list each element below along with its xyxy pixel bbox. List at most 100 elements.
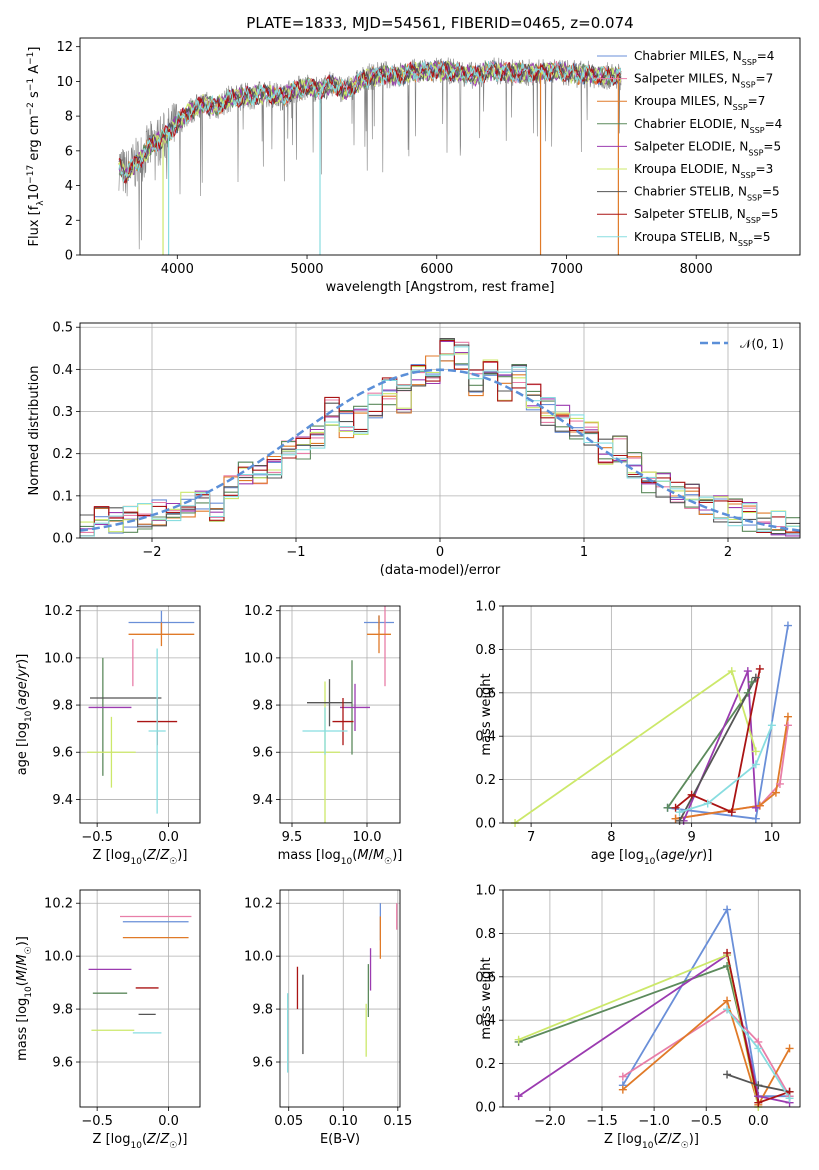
weight-point [723,948,732,957]
axes-frame [279,889,401,1108]
weight-point [754,1098,763,1107]
tick-label-y: 9.8 [52,1003,73,1018]
tick-label-x: 8000 [680,262,713,277]
legend-entry: Kroupa STELIB, NSSP=5 [634,230,771,248]
tick-label-y: 0.3 [52,405,73,420]
plot-area-age_vs_mass [302,606,394,823]
plot-area-weight_vs_age [514,625,789,823]
tick-label-x: −2 [142,545,161,560]
tick-label-x: 9.5 [282,830,303,845]
weight-line [622,906,790,1098]
plot-area-spectrum [118,57,622,255]
tick-label-y: 0.0 [52,532,73,547]
tick-label-y: 10.2 [244,604,273,619]
weight-line [518,953,760,1107]
tick-label-y: 9.6 [252,1056,273,1071]
weight-point [687,790,696,799]
tick-label-y: 0.0 [475,1101,496,1116]
tick-label-x: 0.05 [274,1114,303,1129]
weight-line [666,681,753,809]
weight-point [675,808,684,817]
tick-label-y: 9.6 [52,746,73,761]
weight-point [783,621,792,630]
tick-label-y: 0.6 [475,686,496,701]
weight-line [675,716,789,820]
weight-point [771,788,780,797]
weight-line [675,668,761,814]
tick-label-x: −2.0 [534,1114,566,1129]
tick-label-y: 0.0 [475,817,496,832]
tick-label-y: 9.4 [252,793,273,808]
tick-label-x: 5000 [290,262,323,277]
axes-age_vs_Z: −0.5 0.0 9.4 9.6 9.8 10.0 10.2 Z [log10(Z/Z☉)] a… [15,604,201,867]
axes-frame [79,889,201,1108]
tick-label-y: 10.2 [44,897,73,912]
tick-label-y: 0.8 [475,643,496,658]
tick-label-y: 10.2 [44,604,73,619]
axes-frame [502,605,801,824]
tick-label-x: −0.5 [81,830,113,845]
model-spectrum [118,60,622,183]
tick-label-y: 8 [65,110,73,125]
weight-point [671,803,680,812]
tick-label-y: 10 [56,75,73,90]
legend-entry: Chabrier ELODIE, NSSP=4 [634,117,782,135]
weight-point [723,1005,732,1014]
tick-label-x: 7 [527,830,535,845]
tick-label-y: 0.4 [475,1014,496,1029]
weight-point [723,1070,732,1079]
tick-label-x: −0.5 [690,1114,722,1129]
axes-frame [79,37,801,256]
weight-point [751,760,760,769]
tick-label-y: 12 [56,40,73,55]
tick-label-x: 10 [764,830,781,845]
weight-point [754,1081,763,1090]
tick-label-y: 0 [65,249,73,264]
x-axis-label: E(B-V) [320,1132,360,1147]
weight-point [723,961,732,970]
tick-label-y: 0.6 [475,970,496,985]
weight-point [775,779,784,788]
observed-spectrum [118,57,622,250]
plot-area-age_vs_Z [87,610,195,814]
tick-label-x: −1.5 [586,1114,618,1129]
tick-label-y: 6 [65,144,73,159]
axes-age_vs_mass: 9.5 10.0 9.4 9.6 9.8 10.0 10.2 mass [log10(M/M☉… [244,604,402,867]
y-axis-label: mass [log10(M/M☉)] [15,936,34,1061]
weight-point [783,721,792,730]
tick-label-x: 0.0 [748,1114,769,1129]
legend-entry: Salpeter ELODIE, NSSP=5 [634,139,781,157]
tick-label-y: 4 [65,179,73,194]
weight-point [703,799,712,808]
weight-point [785,1044,794,1053]
plot-area-mass_vs_EBV [286,903,398,1073]
plot-area-residuals [80,338,800,537]
weight-point [751,803,760,812]
weight-point [747,677,756,686]
weight-point [663,803,672,812]
tick-label-y: 1.0 [475,600,496,615]
weight-point [514,1035,523,1044]
y-axis-label: Normed distribution [27,366,42,496]
legend-entry: Salpeter MILES, NSSP=7 [634,72,773,90]
tick-label-x: 1 [580,545,588,560]
weight-point [671,814,680,823]
axes-residuals: −2 −1 0 1 2 0.0 0.1 0.2 0.3 0.4 0.5 (data-model)/er… [27,321,801,578]
tick-label-x: 2 [724,545,732,560]
tick-label-x: 0 [436,545,444,560]
weight-line [622,999,791,1107]
tick-label-x: 6000 [420,262,453,277]
tick-label-x: −0.5 [81,1114,113,1129]
axes-frame [79,605,201,824]
axes-weight_vs_age: 7 8 9 10 0.0 0.2 0.4 0.6 0.8 1.0 age [log10(age/yr… [475,600,801,867]
weight-point [723,905,732,914]
weight-point [755,801,764,810]
tick-label-x: 0.15 [383,1114,412,1129]
tick-label-y: 10.0 [244,950,273,965]
legend-entry: 𝒩(0, 1) [740,337,784,351]
tick-label-y: 9.8 [252,1003,273,1018]
tick-label-y: 2 [65,214,73,229]
tick-label-y: 9.6 [252,746,273,761]
plot-area-mass_vs_Z [88,915,192,1034]
tick-label-y: 9.8 [52,699,73,714]
